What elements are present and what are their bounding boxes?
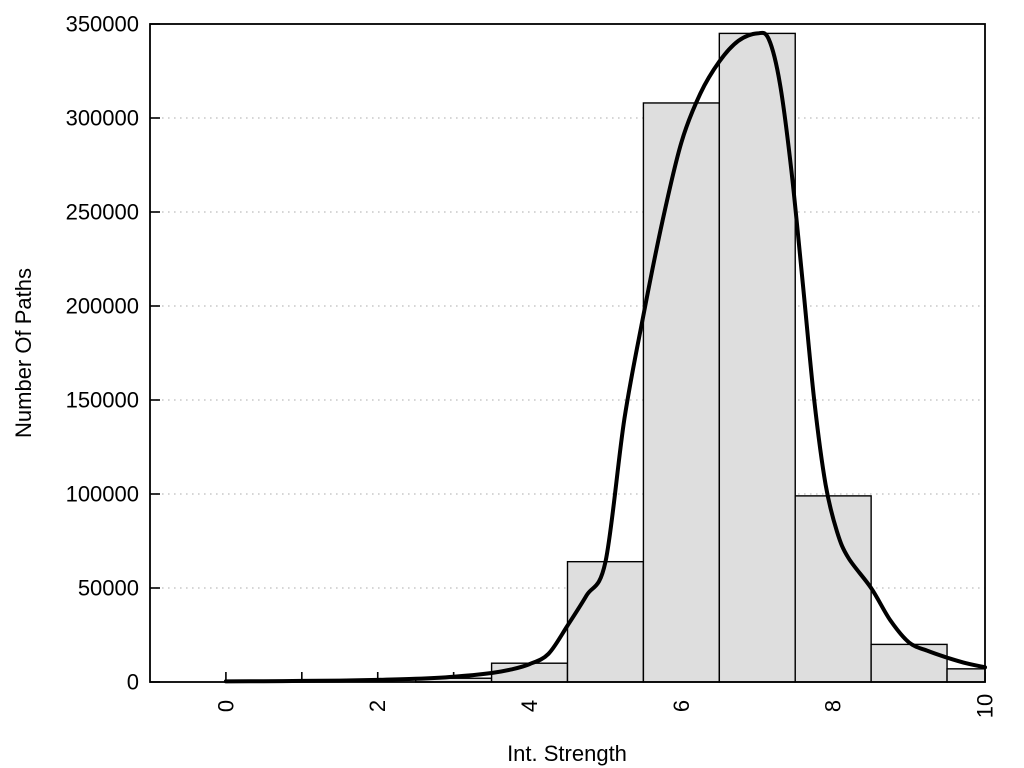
y-tick-label: 0 (127, 670, 139, 695)
histogram-bar (642, 102, 721, 683)
x-tick-label: 0 (213, 700, 238, 712)
x-tick-label: 10 (973, 694, 998, 718)
histogram-bar (794, 495, 872, 683)
histogram-bar (946, 668, 986, 683)
x-tick-label: 6 (669, 700, 694, 712)
y-tick-label: 300000 (66, 106, 139, 131)
y-tick-label: 350000 (66, 12, 139, 37)
x-axis-title: Int. Strength (507, 741, 627, 766)
x-tick-label: 8 (821, 700, 846, 712)
histogram-bar (718, 32, 796, 683)
histogram-bar (566, 560, 645, 683)
y-tick-label: 250000 (66, 200, 139, 225)
x-tick-label: 4 (517, 700, 542, 712)
x-tick-label: 2 (365, 700, 390, 712)
y-tick-label: 150000 (66, 388, 139, 413)
histogram-bar (870, 643, 948, 683)
y-tick-label: 200000 (66, 294, 139, 319)
y-tick-label: 100000 (66, 482, 139, 507)
y-tick-label: 50000 (78, 576, 139, 601)
plot-border (149, 23, 986, 683)
y-axis-title: Number Of Paths (11, 268, 36, 438)
density-curve (223, 30, 987, 684)
